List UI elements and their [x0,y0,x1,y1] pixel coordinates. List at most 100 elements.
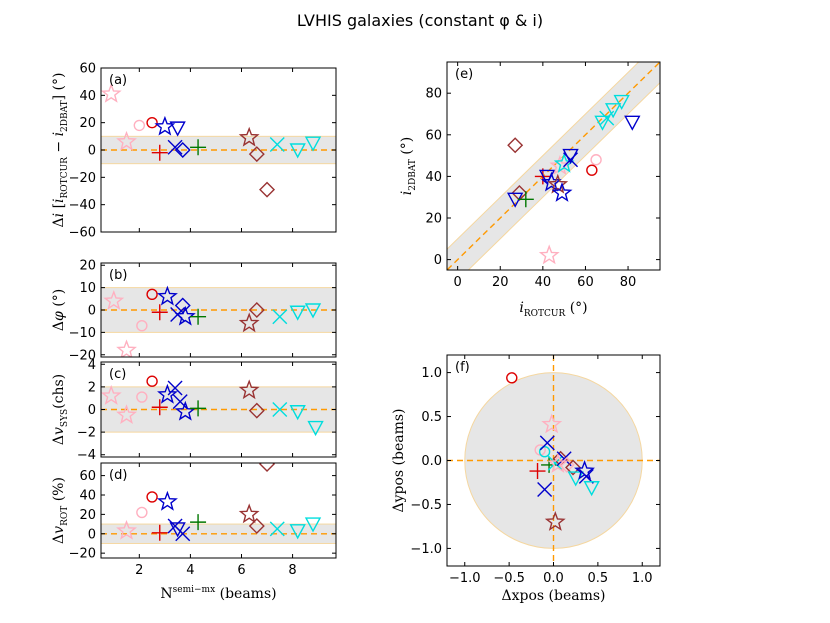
data-point [175,526,191,542]
y-tick-label: −4 [77,448,96,463]
data-point [272,402,288,417]
y-tick-label: −1.0 [410,542,442,557]
data-point [151,304,168,321]
data-point [594,115,611,131]
data-point [248,146,265,163]
data-point [624,115,641,131]
data-point [167,380,183,396]
data-point [157,383,178,404]
panel-a: 60 40 20 0 −20 −40 −60 (a) Δi [iROTCUR − i2DBAT]… [51,62,337,241]
x-tick-label: 60 [577,275,594,290]
data-point [157,490,178,511]
y-tick-label: 4 [88,358,96,373]
y-tick-label: 0 [88,527,96,542]
x-tick-label: 2 [135,563,143,578]
data-point [506,372,518,384]
data-point [136,391,148,403]
data-point [116,519,137,540]
y-tick-label: 20 [79,508,96,523]
data-point [565,459,582,476]
data-point [586,164,598,176]
data-point [304,136,322,152]
data-point [272,309,288,325]
panel-f: 1.0 0.5 0.0 −0.5 −1.0 −1.0 −0.5 0.0 0.5 1.0 (f) Δxp… [391,354,661,604]
y-tick-label: 10 [79,281,96,296]
y-tick-label: −2 [77,426,96,441]
data-point [289,143,306,159]
y-tick-label: −0.5 [410,498,442,513]
y-tick-label: 20 [79,116,96,131]
y-tick-label: −40 [69,198,96,213]
y-axis-label: i2DBAT (°) [399,137,418,195]
data-point [116,130,137,151]
plot-area [101,83,336,198]
panel-e: 80 60 40 20 00 20 40 60 80 (e) iROTCUR (°) i2DBAT (… [399,61,661,319]
data-point [289,524,306,540]
data-point [269,521,285,537]
figure-title: LVHIS galaxies (constant φ & i) [297,11,543,30]
plot-area [101,285,336,357]
data-point [541,413,563,434]
data-point [259,463,276,472]
plot-area [447,62,660,270]
y-axis-label: ΔvROT (%) [51,477,70,544]
data-point [307,420,324,437]
data-point [190,139,207,156]
panel-label: (f) [455,360,470,375]
data-point [136,506,148,519]
data-point [146,375,158,387]
y-tick-label: 40 [425,170,442,185]
data-point [304,517,322,533]
panel-label: (a) [109,73,127,88]
data-point [238,503,260,524]
x-tick-label: 0 [454,275,462,290]
data-point [583,481,600,497]
y-tick-label: 0 [434,253,442,268]
data-point [537,482,553,498]
x-tick-label: 1.0 [632,571,653,586]
data-point [103,290,125,310]
data-point [540,171,562,192]
y-tick-label: 0 [88,144,96,159]
y-tick-label: 0 [88,304,96,319]
data-point [539,435,555,451]
x-axis-label: iROTCUR (°) [519,300,587,319]
y-tick-label: 80 [425,87,442,102]
x-tick-label: 40 [535,275,552,290]
y-tick-label: −20 [69,171,96,186]
data-point [169,121,186,137]
y-tick-label: 60 [79,469,96,484]
plot-area [447,355,660,566]
data-point [101,384,122,405]
data-point [613,94,630,110]
y-tick-label: 60 [79,62,96,77]
plot-area [101,375,336,437]
y-axis-label: Δypos (beams) [391,408,407,512]
plot-area [101,463,336,544]
data-point [578,468,594,484]
y-axis-label: Δφ (°) [51,289,67,331]
x-axis-label: Δxpos (beams) [501,588,605,604]
data-point [304,303,322,319]
x-tick-label: −0.5 [493,571,525,586]
data-point [556,451,572,467]
data-point [136,319,148,332]
data-point [133,119,146,132]
data-point [101,83,122,103]
data-point [289,405,306,421]
y-tick-label: 40 [79,488,96,503]
panel-d: 60 40 20 0 −20 2 4 6 8 (d) ΔvROT (%) Nsemi−mx (beam… [51,462,337,602]
axes-frame [100,462,337,559]
y-tick-label: 1.0 [421,366,442,381]
data-point [174,142,191,158]
data-point [289,305,306,321]
data-point [174,297,191,314]
data-point [116,339,137,357]
data-point [538,446,551,458]
y-tick-label: −10 [69,326,96,341]
data-point [590,154,602,166]
data-point [604,103,622,119]
x-tick-label: 0.0 [543,571,564,586]
